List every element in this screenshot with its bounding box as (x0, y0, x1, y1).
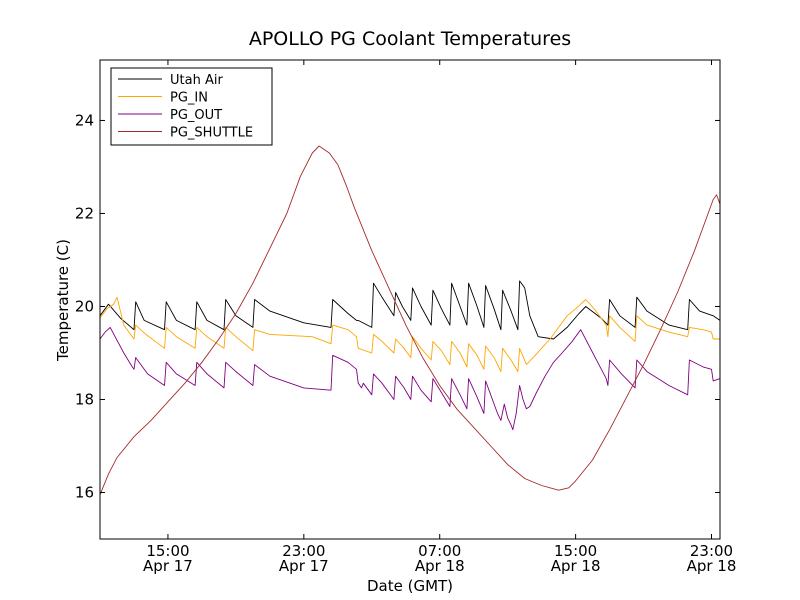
series-line-pg-in (99, 296, 720, 373)
x-tick-label-date: Apr 18 (687, 557, 737, 575)
series-layer (99, 145, 721, 495)
x-tick-label-time: 23:00 (282, 542, 325, 560)
legend-label-pg-in: PG_IN (170, 91, 208, 106)
y-tick-label: 18 (75, 390, 94, 408)
chart-title: APOLLO PG Coolant Temperatures (249, 28, 571, 50)
x-tick-label-time: 07:00 (418, 542, 461, 560)
series-line-utah-air (99, 280, 721, 340)
plot-frame (99, 59, 721, 540)
y-tick-label: 22 (75, 204, 94, 222)
x-tick-label-time: 15:00 (554, 542, 597, 560)
x-tick-label-date: Apr 17 (143, 557, 193, 575)
legend-label-utah-air: Utah Air (170, 73, 223, 88)
y-axis-label: Temperature (C) (54, 239, 72, 362)
series-line-pg-out (99, 326, 721, 431)
x-tick-label-date: Apr 18 (551, 557, 601, 575)
legend-label-pg-out: PG_OUT (170, 108, 222, 123)
y-tick-label: 16 (75, 483, 94, 501)
series-line-pg-shuttle (99, 145, 721, 495)
legend-box (110, 67, 273, 146)
x-tick-label-time: 23:00 (690, 542, 733, 560)
y-tick-label: 24 (75, 111, 94, 129)
legend: Utah Air PG_IN PG_OUT PG_SHUTTLE (110, 67, 273, 146)
x-tick-label-date: Apr 17 (279, 557, 329, 575)
y-tick-label: 20 (75, 297, 94, 315)
x-tick-label-date: Apr 18 (415, 557, 465, 575)
legend-label-pg-shuttle: PG_SHUTTLE (170, 126, 253, 141)
x-tick-label-time: 15:00 (146, 542, 189, 560)
x-axis-label: Date (GMT) (367, 577, 453, 595)
